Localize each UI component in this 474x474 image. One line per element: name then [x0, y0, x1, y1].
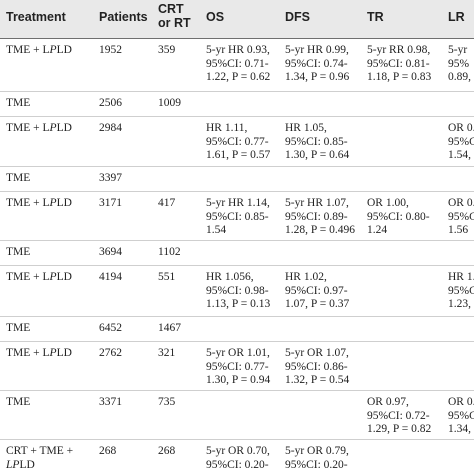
cell-patients: 268 — [99, 445, 117, 457]
cell-dfs: 5-yr OR 1.07, 95%CI: 0.86- 1.32, P = 0.54 — [285, 347, 350, 386]
cell-crt: 551 — [158, 271, 176, 283]
cell-treatment: TME — [6, 172, 31, 184]
cell-dfs: 5-yr HR 1.07, 95%CI: 0.89- 1.28, P = 0.496 — [285, 197, 355, 236]
cell-treatment: TME + LPLD — [6, 44, 72, 56]
cell-dfs: HR 1.05, 95%CI: 0.85- 1.30, P = 0.64 — [285, 122, 350, 161]
cell-treatment: TME — [6, 322, 31, 334]
header-dfs: DFS — [285, 10, 310, 24]
table-row: TME 2506 1009 — [0, 92, 474, 117]
cell-dfs: HR 1.02, 95%CI: 0.97- 1.07, P = 0.37 — [285, 271, 350, 310]
cell-patients: 2506 — [99, 97, 122, 109]
table-row: TME 3371 735 OR 0.97, 95%CI: 0.72- 1.29, P… — [0, 391, 474, 440]
cell-treatment: TME + LPLD — [6, 122, 72, 134]
cell-crt: 1102 — [158, 246, 181, 258]
cell-crt: 1009 — [158, 97, 181, 109]
table-row: TME 3397 — [0, 167, 474, 192]
header-os: OS — [206, 10, 225, 24]
table-row: TME + LPLD 4194 551 HR 1.056, 95%CI: 0.98… — [0, 266, 474, 317]
table-row: TME + LPLD 2762 321 5-yr OR 1.01, 95%CI: … — [0, 342, 474, 391]
header-tr: TR — [367, 10, 384, 24]
table-header: Treatment Patients CRT or RT OS DFS TR L… — [0, 0, 474, 39]
cell-dfs: 5-yr OR 0.79, 95%CI: 0.20- — [285, 445, 349, 471]
cell-patients: 3694 — [99, 246, 122, 258]
cell-crt: 321 — [158, 347, 176, 359]
header-crt-line1: CRT — [158, 2, 184, 16]
table-row: CRT + TME + LPLD 268 268 5-yr OR 0.70, 95… — [0, 440, 474, 474]
cell-dfs: 5-yr HR 0.99, 95%CI: 0.74- 1.34, P = 0.96 — [285, 44, 350, 83]
header-lr: LR — [448, 10, 465, 24]
cell-treatment: TME — [6, 97, 31, 109]
cell-lr: OR 0. 95%C 1.54, — [448, 122, 474, 161]
cell-treatment: TME — [6, 396, 31, 408]
cell-tr: OR 1.00, 95%CI: 0.80- 1.24 — [367, 197, 430, 236]
cell-os: HR 1.056, 95%CI: 0.98- 1.13, P = 0.13 — [206, 271, 271, 310]
cell-patients: 3171 — [99, 197, 122, 209]
cell-lr: OR 0. 95%C 1.34, — [448, 396, 474, 435]
table-row: TME + LPLD 1952 359 5-yr HR 0.93, 95%CI: … — [0, 39, 474, 92]
cell-lr: OR 0. 95%C 1.56 — [448, 197, 474, 236]
cell-treatment: TME + LPLD — [6, 197, 72, 209]
cell-treatment: TME + LPLD — [6, 347, 72, 359]
table-row: TME + LPLD 3171 417 5-yr HR 1.14, 95%CI: … — [0, 192, 474, 241]
header-crt: CRT or RT — [158, 2, 191, 30]
cell-patients: 6452 — [99, 322, 122, 334]
cell-patients: 3371 — [99, 396, 122, 408]
cell-crt: 359 — [158, 44, 176, 56]
cell-os: 5-yr OR 0.70, 95%CI: 0.20- — [206, 445, 270, 471]
cell-patients: 2762 — [99, 347, 122, 359]
cell-patients: 3397 — [99, 172, 122, 184]
cell-os: 5-yr HR 0.93, 95%CI: 0.71- 1.22, P = 0.62 — [206, 44, 271, 83]
cell-crt: 268 — [158, 445, 176, 457]
cell-os: 5-yr OR 1.01, 95%CI: 0.77- 1.30, P = 0.94 — [206, 347, 271, 386]
cell-patients: 4194 — [99, 271, 122, 283]
table-row: TME + LPLD 2984 HR 1.11, 95%CI: 0.77- 1.61… — [0, 117, 474, 167]
cell-treatment: TME — [6, 246, 31, 258]
table-row: TME 6452 1467 — [0, 317, 474, 342]
cell-os: HR 1.11, 95%CI: 0.77- 1.61, P = 0.57 — [206, 122, 271, 161]
cell-patients: 1952 — [99, 44, 122, 56]
cell-tr: 5-yr RR 0.98, 95%CI: 0.81- 1.18, P = 0.83 — [367, 44, 432, 83]
cell-crt: 1467 — [158, 322, 181, 334]
cell-crt: 735 — [158, 396, 176, 408]
cell-lr: HR 1. 95%C 1.23, — [448, 271, 474, 310]
header-crt-line2: or RT — [158, 16, 191, 30]
cell-os: 5-yr HR 1.14, 95%CI: 0.85- 1.54 — [206, 197, 270, 236]
cell-patients: 2984 — [99, 122, 122, 134]
cell-crt: 417 — [158, 197, 176, 209]
cell-tr: OR 0.97, 95%CI: 0.72- 1.29, P = 0.82 — [367, 396, 432, 435]
cell-treatment: CRT + TME + LPLD — [6, 445, 74, 471]
header-treatment: Treatment — [6, 10, 66, 24]
cell-lr: 5-yr 95% 0.89, — [448, 44, 471, 83]
cell-treatment: TME + LPLD — [6, 271, 72, 283]
header-patients: Patients — [99, 10, 148, 24]
table-row: TME 3694 1102 — [0, 241, 474, 266]
